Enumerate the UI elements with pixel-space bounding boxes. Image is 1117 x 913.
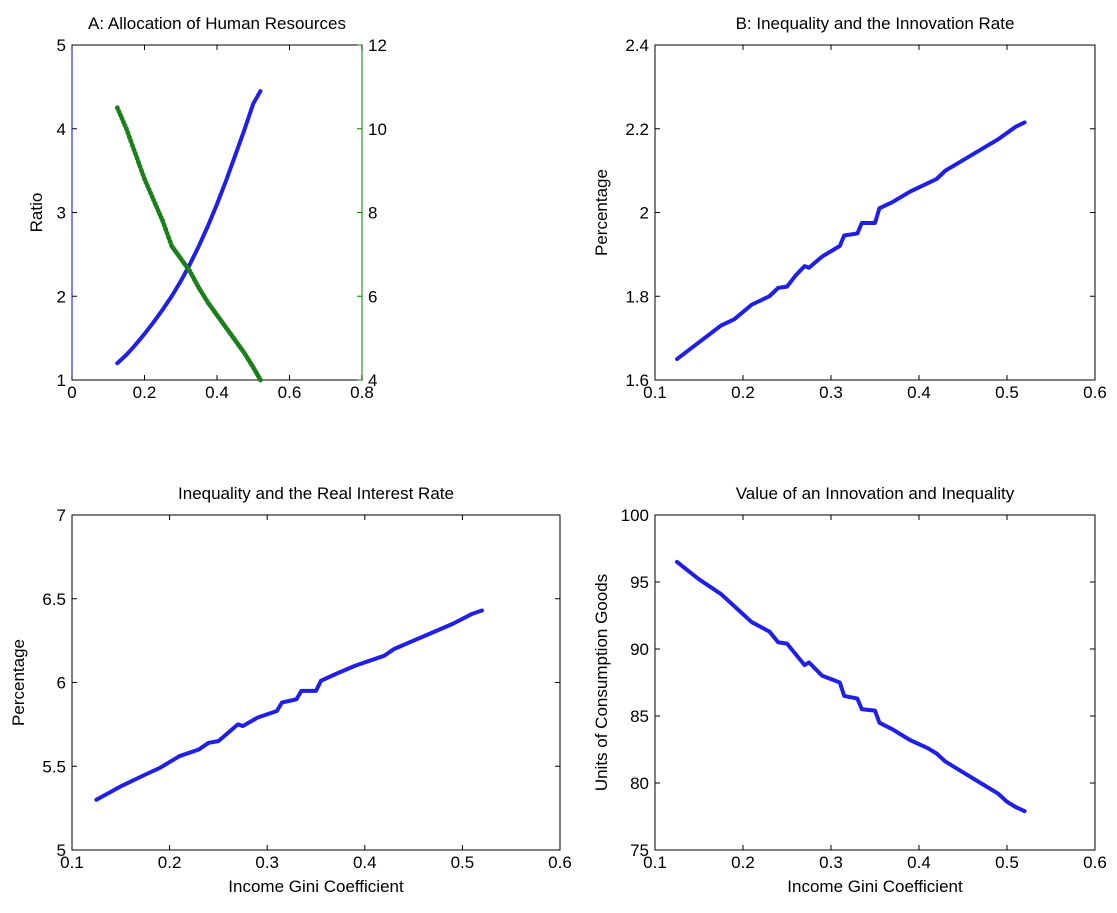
series-line-1 bbox=[115, 89, 263, 366]
y-tick-label: 90 bbox=[630, 640, 649, 659]
series-point bbox=[140, 172, 146, 178]
series-point bbox=[131, 147, 137, 153]
axes-frame bbox=[654, 514, 1096, 851]
series-point bbox=[166, 235, 172, 241]
y-tick-label: 75 bbox=[630, 841, 649, 860]
x-tick-label: 0.6 bbox=[278, 383, 302, 402]
y-tick-label: 5.5 bbox=[42, 757, 66, 776]
x-tick-label: 0.2 bbox=[158, 853, 182, 872]
series-point bbox=[163, 226, 169, 232]
chart-title: A: Allocation of Human Resources bbox=[88, 14, 346, 33]
x-tick-label: 0.4 bbox=[205, 383, 229, 402]
series-point bbox=[167, 239, 173, 245]
x-tick-label: 0.2 bbox=[731, 853, 755, 872]
x-tick-label: 0.1 bbox=[60, 853, 84, 872]
series-point bbox=[134, 155, 140, 161]
y-tick-label: 100 bbox=[621, 506, 649, 525]
chart-c: 0.1 0.2 0.3 0.4 0.5 0.6 5 5.5 6 6.5 7 Inequality an… bbox=[9, 484, 572, 896]
chart-title: B: Inequality and the Innovation Rate bbox=[736, 14, 1015, 33]
y2-tick-label: 10 bbox=[368, 120, 387, 139]
axes-frame bbox=[654, 44, 1096, 381]
x-tick-label: 0.1 bbox=[643, 853, 667, 872]
series-point bbox=[126, 134, 132, 140]
y-tick-label: 3 bbox=[57, 204, 66, 223]
y-tick-label: 2 bbox=[640, 204, 649, 223]
series-point bbox=[123, 126, 129, 132]
series-point bbox=[136, 159, 141, 165]
x-tick-label: 0.6 bbox=[1083, 853, 1107, 872]
series-point bbox=[125, 130, 131, 136]
chart-b: 0.1 0.2 0.3 0.4 0.5 0.6 1.6 1.8 2 2.2 2.4 B: Inequa… bbox=[592, 14, 1107, 402]
series-point bbox=[133, 151, 138, 157]
x-tick-label: 0.2 bbox=[133, 383, 157, 402]
y-tick-label: 2.2 bbox=[625, 120, 649, 139]
x-tick-label: 0.4 bbox=[907, 383, 931, 402]
x-tick-label: 0.3 bbox=[255, 853, 279, 872]
x-tick-label: 0.2 bbox=[731, 383, 755, 402]
series-point bbox=[130, 143, 135, 148]
x-tick-label: 0.5 bbox=[995, 853, 1019, 872]
y-tick-label: 5 bbox=[57, 36, 66, 55]
chart-title: Inequality and the Real Interest Rate bbox=[178, 484, 454, 503]
y2-tick-label: 8 bbox=[368, 204, 377, 223]
y-tick-label: 5 bbox=[57, 841, 66, 860]
series-line-1 bbox=[94, 608, 484, 802]
y-tick-label: 1.6 bbox=[625, 371, 649, 390]
y-tick-label: 4 bbox=[57, 120, 66, 139]
x-tick-label: 0 bbox=[67, 383, 76, 402]
y-tick-label: 85 bbox=[630, 707, 649, 726]
series-line-1 bbox=[675, 120, 1027, 362]
y-axis-label: Percentage bbox=[9, 639, 28, 726]
x-tick-label: 0.3 bbox=[819, 853, 843, 872]
y-tick-label: 2 bbox=[57, 287, 66, 306]
x-tick-label: 0.6 bbox=[548, 853, 572, 872]
y2-tick-label: 12 bbox=[368, 36, 387, 55]
y-tick-label: 7 bbox=[57, 506, 66, 525]
x-tick-label: 0.5 bbox=[995, 383, 1019, 402]
y-tick-label: 80 bbox=[630, 774, 649, 793]
chart-d: 0.1 0.2 0.3 0.4 0.5 0.6 75 80 85 90 95 100 Value of … bbox=[592, 484, 1107, 896]
series-point bbox=[137, 164, 143, 169]
x-axis-label: Income Gini Coefficient bbox=[787, 877, 963, 896]
x-tick-label: 0.6 bbox=[1083, 383, 1107, 402]
axes-frame bbox=[71, 514, 561, 851]
x-tick-label: 0.1 bbox=[643, 383, 667, 402]
x-tick-label: 0.3 bbox=[819, 383, 843, 402]
y2-tick-label: 4 bbox=[368, 371, 377, 390]
y-axis-label: Units of Consumption Goods bbox=[592, 574, 611, 791]
y2-tick-label: 6 bbox=[368, 287, 377, 306]
y-axis-label: Percentage bbox=[592, 169, 611, 256]
series-point bbox=[128, 138, 134, 144]
axes-frame bbox=[71, 44, 363, 381]
x-tick-label: 0.5 bbox=[451, 853, 475, 872]
series-point bbox=[164, 231, 170, 236]
chart-title: Value of an Innovation and Inequality bbox=[736, 484, 1015, 503]
x-tick-label: 0.4 bbox=[353, 853, 377, 872]
x-axis-label: Income Gini Coefficient bbox=[228, 877, 404, 896]
y-tick-label: 6.5 bbox=[42, 590, 66, 609]
series-line-1 bbox=[675, 559, 1027, 814]
y-tick-label: 1.8 bbox=[625, 287, 649, 306]
y-axis-label: Ratio bbox=[27, 193, 46, 233]
y-tick-label: 1 bbox=[57, 371, 66, 390]
y-tick-label: 2.4 bbox=[625, 36, 649, 55]
series-point bbox=[160, 218, 166, 224]
x-tick-label: 0.4 bbox=[907, 853, 931, 872]
series-point bbox=[161, 222, 167, 228]
y-tick-label: 6 bbox=[57, 674, 66, 693]
y-tick-label: 95 bbox=[630, 573, 649, 592]
series-point bbox=[139, 168, 144, 174]
series-point bbox=[258, 377, 263, 383]
x-tick-label: 0.8 bbox=[350, 383, 374, 402]
